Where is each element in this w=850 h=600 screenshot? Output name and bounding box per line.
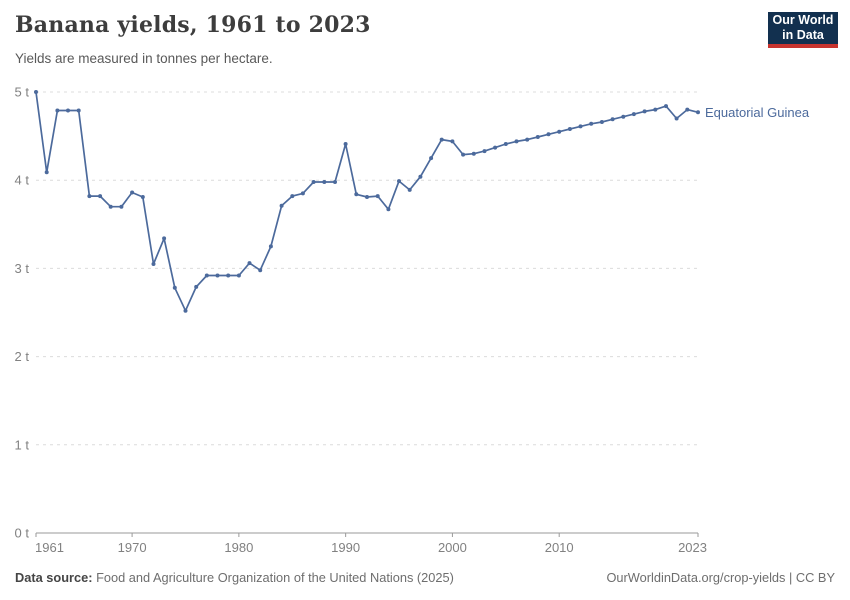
data-point[interactable] [258, 268, 263, 273]
owid-logo[interactable]: Our World in Data [768, 12, 838, 48]
data-source-label: Data source: [15, 570, 93, 585]
series-line[interactable] [35, 91, 699, 312]
data-point[interactable] [87, 194, 92, 199]
data-point[interactable] [76, 108, 81, 113]
data-point[interactable] [194, 284, 199, 289]
data-point[interactable] [696, 110, 700, 115]
data-point[interactable] [642, 109, 647, 114]
y-tick-label: 2 t [15, 349, 30, 364]
data-point[interactable] [215, 273, 220, 278]
data-point[interactable] [493, 145, 498, 150]
data-point[interactable] [290, 194, 295, 199]
y-tick-label: 5 t [15, 85, 30, 100]
data-point[interactable] [130, 190, 135, 195]
series-end-label[interactable]: Equatorial Guinea [705, 105, 810, 120]
data-point[interactable] [685, 107, 690, 112]
data-point[interactable] [322, 180, 327, 184]
data-point[interactable] [44, 170, 49, 175]
data-point[interactable] [343, 142, 348, 146]
data-point[interactable] [386, 207, 391, 212]
data-point[interactable] [300, 191, 305, 196]
data-point[interactable] [66, 108, 70, 113]
page-title: Banana yields, 1961 to 2023 [15, 12, 371, 38]
license-link[interactable]: OurWorldinData.org/crop-yields | CC BY [606, 570, 835, 585]
data-point[interactable] [365, 195, 369, 199]
data-point[interactable] [151, 262, 156, 266]
data-point[interactable] [333, 180, 337, 184]
data-point[interactable] [631, 112, 636, 117]
data-point[interactable] [311, 180, 316, 184]
data-point[interactable] [599, 120, 604, 124]
data-point[interactable] [664, 104, 668, 109]
data-point[interactable] [525, 137, 530, 142]
data-point[interactable] [578, 124, 583, 129]
x-tick-label: 2000 [438, 540, 467, 555]
logo-line2: in Data [782, 28, 824, 42]
x-tick-label: 2010 [545, 540, 574, 555]
y-tick-label: 1 t [15, 437, 30, 452]
data-point[interactable] [354, 192, 359, 197]
data-point[interactable] [397, 179, 401, 184]
data-point[interactable] [589, 121, 594, 126]
data-point[interactable] [471, 151, 476, 156]
data-point[interactable] [418, 174, 423, 179]
data-point[interactable] [172, 285, 177, 290]
data-point[interactable] [279, 203, 284, 208]
x-tick-label: 1961 [35, 540, 64, 555]
y-tick-label: 3 t [15, 261, 30, 276]
data-point[interactable] [610, 117, 615, 122]
data-point[interactable] [204, 273, 209, 278]
data-point[interactable] [429, 156, 434, 161]
x-tick-label: 1990 [331, 540, 360, 555]
data-point[interactable] [162, 236, 167, 241]
data-point[interactable] [119, 204, 124, 209]
data-point[interactable] [375, 194, 380, 199]
y-tick-label: 0 t [15, 526, 30, 541]
data-point[interactable] [567, 127, 572, 131]
data-point[interactable] [535, 135, 540, 139]
data-point[interactable] [514, 139, 519, 144]
data-point[interactable] [439, 137, 444, 142]
data-point[interactable] [674, 116, 679, 121]
data-point[interactable] [450, 139, 455, 144]
data-point[interactable] [461, 152, 466, 157]
data-point[interactable] [482, 149, 487, 154]
data-source-text: Food and Agriculture Organization of the… [92, 570, 454, 585]
logo-line1: Our World [772, 13, 834, 27]
data-point[interactable] [268, 244, 273, 249]
x-tick-label: 2023 [678, 540, 707, 555]
data-point[interactable] [34, 90, 38, 94]
data-point[interactable] [247, 261, 252, 266]
data-point[interactable] [108, 204, 113, 209]
chart-subtitle: Yields are measured in tonnes per hectar… [15, 51, 273, 66]
data-point[interactable] [236, 273, 241, 278]
y-tick-label: 4 t [15, 173, 30, 188]
data-point[interactable] [503, 142, 508, 146]
data-source-note: Data source: Food and Agriculture Organi… [15, 570, 454, 585]
data-point[interactable] [407, 187, 412, 192]
data-point[interactable] [557, 129, 562, 134]
data-point[interactable] [546, 132, 551, 137]
data-point[interactable] [55, 108, 60, 113]
data-point[interactable] [621, 114, 626, 119]
data-point[interactable] [98, 194, 103, 199]
data-point[interactable] [183, 308, 188, 313]
x-tick-label: 1970 [118, 540, 147, 555]
data-point[interactable] [226, 273, 231, 278]
x-tick-label: 1980 [224, 540, 253, 555]
data-point[interactable] [140, 195, 145, 199]
data-point[interactable] [653, 107, 658, 112]
